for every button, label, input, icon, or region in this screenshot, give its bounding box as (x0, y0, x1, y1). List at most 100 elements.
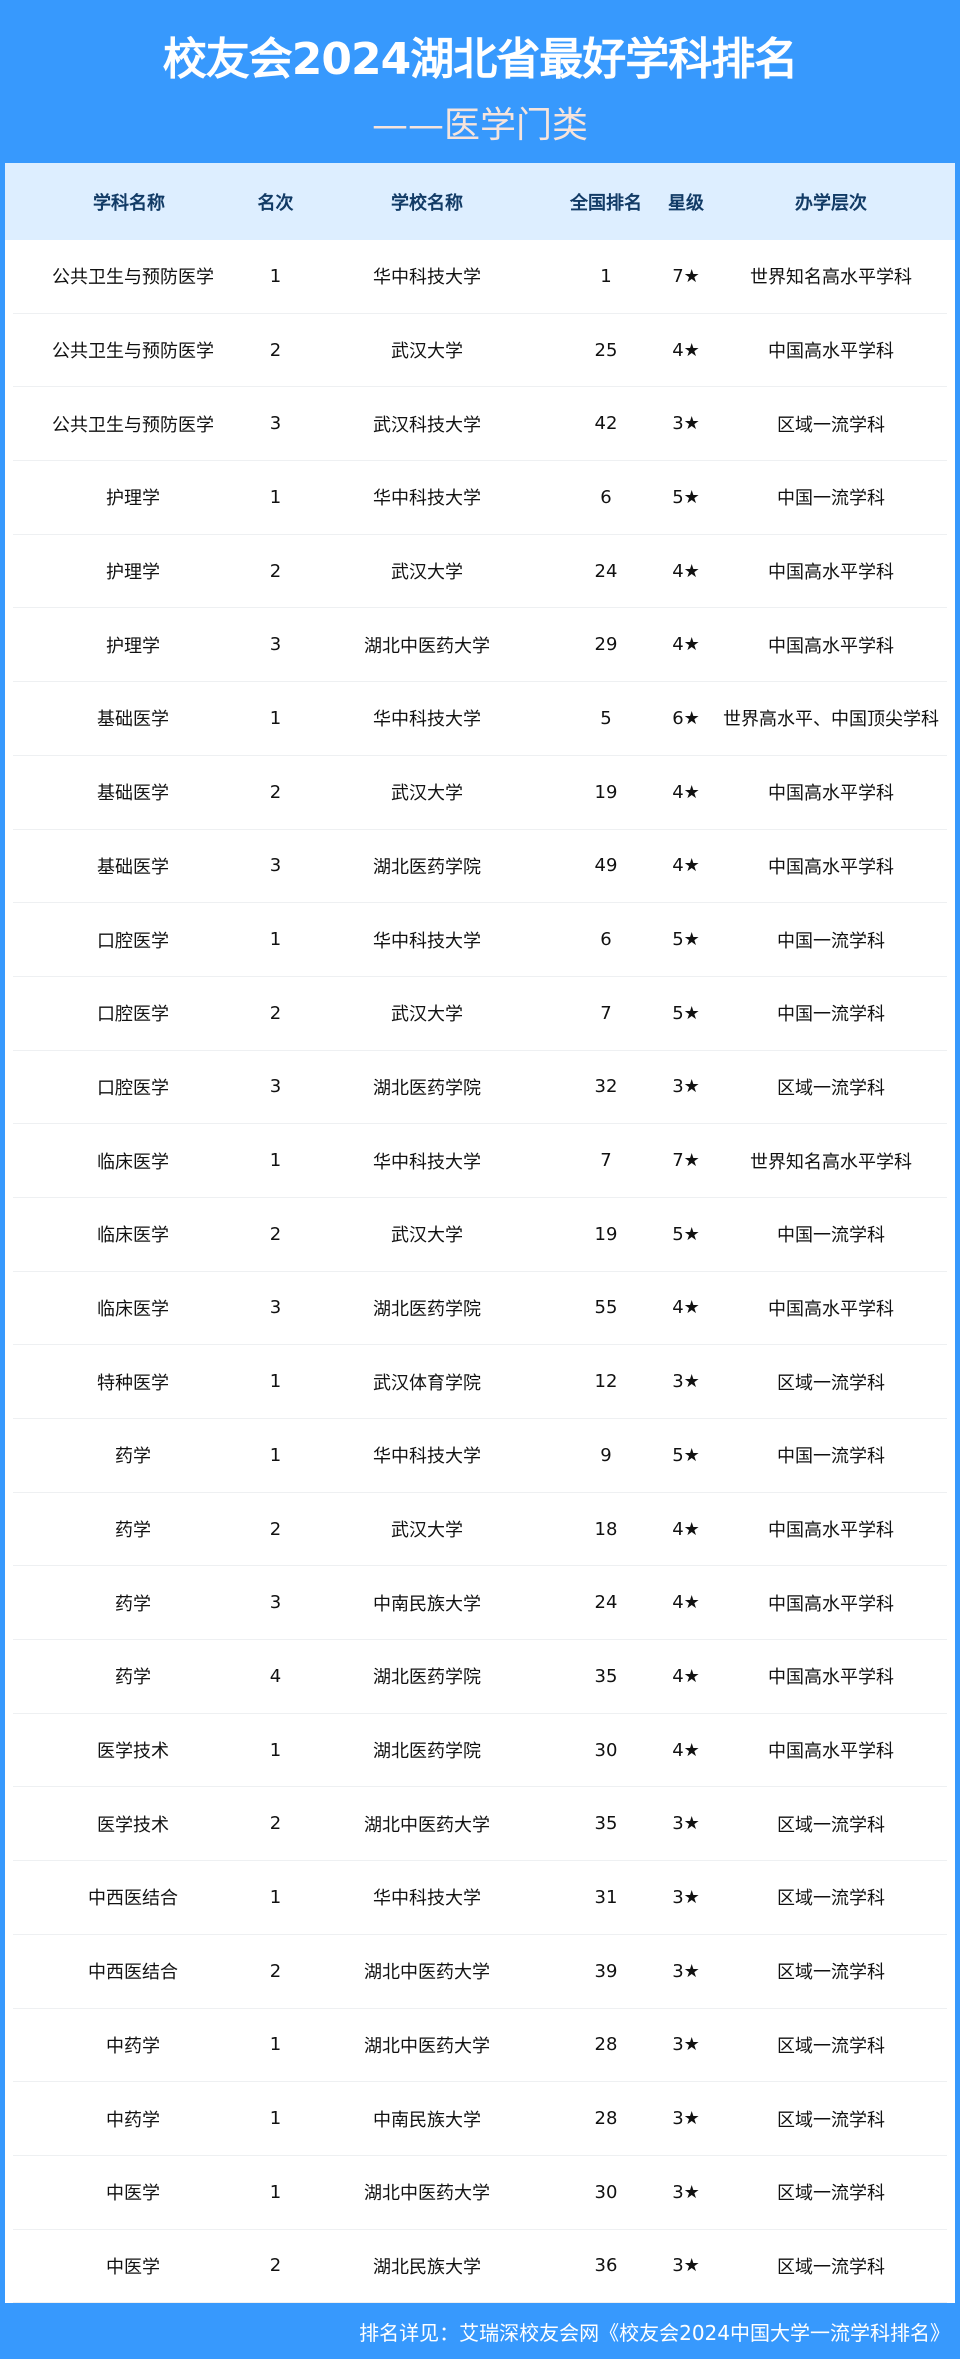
cell-stars: 5★ (672, 1002, 700, 1024)
cell-rank: 3 (269, 1076, 282, 1098)
cell-school: 华中科技大学 (373, 267, 481, 289)
cell-subject: 中药学 (106, 2035, 160, 2057)
cell-subject: 公共卫生与预防医学 (52, 267, 214, 289)
cell-national-rank: 35 (594, 1813, 618, 1835)
page-title: 校友会2024湖北省最好学科排名 (162, 34, 798, 85)
cell-rank: 2 (269, 560, 282, 582)
cell-national-rank: 42 (594, 413, 618, 435)
cell-subject: 临床医学 (97, 1151, 169, 1173)
cell-stars: 3★ (672, 1371, 700, 1393)
cell-school: 湖北民族大学 (373, 2256, 481, 2278)
cell-level: 中国高水平学科 (768, 1298, 894, 1320)
table-row: 口腔医学 1 华中科技大学 6 5★ 中国一流学科 (13, 903, 947, 977)
cell-school: 华中科技大学 (373, 1151, 481, 1173)
cell-school: 湖北中医药大学 (364, 1962, 490, 1984)
cell-national-rank: 12 (594, 1371, 618, 1393)
cell-level: 区域一流学科 (777, 1888, 885, 1910)
table-row: 中医学 1 湖北中医药大学 30 3★ 区域一流学科 (13, 2156, 947, 2230)
column-header-level: 办学层次 (795, 192, 867, 214)
cell-subject: 药学 (115, 1446, 151, 1468)
table-row: 临床医学 3 湖北医药学院 55 4★ 中国高水平学科 (13, 1272, 947, 1346)
cell-rank: 3 (269, 1297, 282, 1319)
cell-stars: 3★ (672, 2108, 700, 2130)
table-row: 护理学 1 华中科技大学 6 5★ 中国一流学科 (13, 461, 947, 535)
cell-subject: 基础医学 (97, 856, 169, 878)
cell-subject: 药学 (115, 1667, 151, 1689)
cell-rank: 1 (269, 1371, 282, 1393)
cell-stars: 4★ (672, 1739, 700, 1761)
table-row: 中药学 1 湖北中医药大学 28 3★ 区域一流学科 (13, 2009, 947, 2083)
cell-subject: 口腔医学 (97, 1004, 169, 1026)
cell-level: 中国高水平学科 (768, 1593, 894, 1615)
table-row: 药学 3 中南民族大学 24 4★ 中国高水平学科 (13, 1566, 947, 1641)
column-header-school: 学校名称 (391, 192, 463, 214)
cell-subject: 口腔医学 (97, 930, 169, 952)
column-header-rank: 名次 (257, 192, 294, 214)
cell-stars: 3★ (672, 413, 700, 435)
cell-level: 世界知名高水平学科 (750, 1151, 912, 1173)
cell-national-rank: 32 (594, 1076, 618, 1098)
cell-national-rank: 18 (594, 1518, 618, 1540)
cell-level: 中国高水平学科 (768, 562, 894, 584)
cell-rank: 1 (269, 486, 282, 508)
cell-stars: 4★ (672, 1297, 700, 1319)
cell-school: 华中科技大学 (373, 1888, 481, 1910)
cell-stars: 5★ (672, 1444, 700, 1466)
cell-level: 区域一流学科 (777, 1814, 885, 1836)
cell-school: 华中科技大学 (373, 930, 481, 952)
cell-stars: 3★ (672, 2255, 700, 2277)
cell-rank: 1 (269, 1739, 282, 1761)
cell-subject: 护理学 (106, 488, 160, 510)
table-row: 临床医学 1 华中科技大学 7 7★ 世界知名高水平学科 (13, 1124, 947, 1198)
cell-stars: 5★ (672, 486, 700, 508)
cell-national-rank: 30 (594, 1739, 618, 1761)
cell-stars: 4★ (672, 560, 700, 582)
cell-stars: 7★ (672, 1150, 700, 1172)
cell-school: 华中科技大学 (373, 1446, 481, 1468)
cell-subject: 中西医结合 (88, 1888, 178, 1910)
cell-national-rank: 36 (594, 2255, 618, 2277)
cell-stars: 3★ (672, 1813, 700, 1835)
table-row: 基础医学 2 武汉大学 19 4★ 中国高水平学科 (13, 756, 947, 830)
cell-stars: 5★ (672, 929, 700, 951)
cell-stars: 4★ (672, 781, 700, 803)
cell-rank: 1 (269, 929, 282, 951)
cell-national-rank: 24 (594, 1592, 618, 1614)
table-row: 医学技术 1 湖北医药学院 30 4★ 中国高水平学科 (13, 1714, 947, 1788)
table-row: 公共卫生与预防医学 3 武汉科技大学 42 3★ 区域一流学科 (13, 387, 947, 462)
ranking-table: 学科名称 名次 学校名称 全国排名 星级 办学层次 公共卫生与预防医学 1 华中科技大学 1 7★… (5, 163, 955, 2304)
table-row: 公共卫生与预防医学 2 武汉大学 25 4★ 中国高水平学科 (13, 314, 947, 388)
cell-school: 中南民族大学 (373, 1593, 481, 1615)
cell-stars: 7★ (672, 265, 700, 287)
cell-school: 湖北中医药大学 (364, 2183, 490, 2205)
cell-stars: 4★ (672, 1665, 700, 1687)
cell-school: 湖北医药学院 (373, 1741, 481, 1763)
column-header-subject: 学科名称 (93, 192, 165, 214)
page-header: 校友会2024湖北省最好学科排名 ——医学门类 (0, 0, 960, 163)
table-row: 基础医学 1 华中科技大学 5 6★ 世界高水平、中国顶尖学科 (13, 682, 947, 756)
cell-subject: 中医学 (106, 2256, 160, 2278)
cell-rank: 2 (269, 1960, 282, 1982)
cell-level: 世界高水平、中国顶尖学科 (723, 709, 939, 731)
cell-national-rank: 25 (594, 339, 618, 361)
cell-stars: 3★ (672, 1076, 700, 1098)
cell-level: 中国高水平学科 (768, 783, 894, 805)
table-row: 中医学 2 湖北民族大学 36 3★ 区域一流学科 (13, 2230, 947, 2304)
cell-rank: 3 (269, 413, 282, 435)
cell-rank: 2 (269, 781, 282, 803)
cell-rank: 1 (269, 2181, 282, 2203)
cell-stars: 4★ (672, 339, 700, 361)
cell-rank: 2 (269, 1002, 282, 1024)
cell-subject: 基础医学 (97, 783, 169, 805)
cell-level: 中国一流学科 (777, 930, 885, 952)
cell-rank: 2 (269, 1813, 282, 1835)
cell-level: 中国高水平学科 (768, 341, 894, 363)
cell-level: 中国一流学科 (777, 1446, 885, 1468)
cell-level: 中国高水平学科 (768, 1741, 894, 1763)
cell-subject: 药学 (115, 1520, 151, 1542)
cell-subject: 公共卫生与预防医学 (52, 341, 214, 363)
cell-rank: 1 (269, 1886, 282, 1908)
cell-rank: 1 (269, 265, 282, 287)
table-row: 口腔医学 3 湖北医药学院 32 3★ 区域一流学科 (13, 1051, 947, 1125)
page-subtitle: ——医学门类 (371, 105, 588, 146)
